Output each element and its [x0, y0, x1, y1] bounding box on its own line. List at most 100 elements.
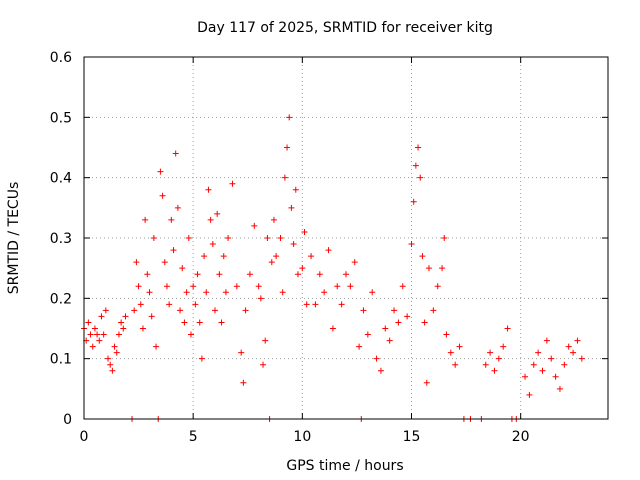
data-point [185, 235, 192, 241]
data-point [329, 325, 336, 332]
data-point [150, 235, 157, 241]
data-point [89, 343, 96, 350]
data-point [212, 307, 218, 314]
data-point [430, 307, 437, 314]
y-tick-label: 0.1 [50, 352, 72, 368]
data-point [187, 331, 194, 338]
data-point [373, 355, 380, 362]
data-point [174, 204, 181, 211]
data-point [190, 283, 197, 290]
data-point [299, 265, 306, 272]
y-tick-label: 0 [63, 412, 72, 428]
data-point [105, 355, 112, 362]
data-point [220, 253, 227, 260]
data-point [192, 301, 199, 308]
data-point [122, 313, 129, 320]
data-point [159, 192, 166, 199]
data-point [257, 295, 264, 302]
data-point [255, 283, 262, 290]
data-point [139, 325, 146, 332]
data-point [500, 343, 507, 350]
data-point [334, 283, 341, 290]
data-point [146, 289, 153, 296]
data-point [303, 301, 310, 308]
data-point [552, 373, 559, 380]
data-point [290, 241, 297, 248]
data-point [491, 367, 498, 374]
data-point [131, 307, 138, 314]
data-point [157, 168, 164, 175]
data-point [233, 283, 240, 290]
data-point [94, 331, 101, 338]
data-point [118, 319, 125, 326]
data-point [412, 162, 419, 169]
data-point [347, 283, 354, 290]
data-point [100, 331, 107, 338]
data-point [238, 349, 245, 356]
data-point [292, 186, 299, 193]
x-axis-label: GPS time / hours [286, 458, 403, 474]
axis-ticks: 0 5 10 15 20 0 0.1 0.2 0.3 0.4 0.5 0.6 [50, 50, 608, 445]
x-tick-label: 20 [512, 429, 530, 445]
data-point [548, 355, 555, 362]
data-point [530, 361, 537, 368]
y-axis-label: SRMTID / TECUs [6, 182, 22, 295]
data-point [316, 271, 323, 278]
y-tick-label: 0.2 [50, 291, 72, 307]
data-point [98, 313, 105, 320]
data-point [419, 253, 426, 260]
data-point [281, 174, 288, 181]
data-point [495, 355, 502, 362]
data-point [133, 259, 140, 266]
y-tick-label: 0.5 [50, 110, 72, 126]
data-point [456, 343, 463, 350]
data-point [434, 283, 441, 290]
data-point [565, 343, 572, 350]
data-point [181, 319, 188, 326]
data-point [270, 216, 277, 223]
data-point [364, 331, 371, 338]
data-point [102, 307, 109, 314]
data-point [148, 313, 155, 320]
data-point [201, 253, 208, 260]
x-tick-label: 5 [189, 429, 198, 445]
data-point [96, 337, 103, 344]
data-point [356, 343, 363, 350]
data-point [262, 337, 269, 344]
x-tick-label: 0 [80, 429, 89, 445]
data-point [386, 337, 393, 344]
data-point [251, 222, 258, 229]
data-point [137, 301, 144, 308]
data-point [369, 289, 376, 296]
data-point [415, 144, 422, 151]
data-point [229, 180, 236, 187]
data-point [161, 259, 168, 266]
data-point [382, 325, 389, 332]
data-point [351, 259, 358, 266]
data-point [205, 186, 212, 193]
data-point [377, 367, 384, 374]
data-point [421, 319, 428, 326]
data-point [163, 283, 170, 290]
data-point [556, 385, 563, 392]
data-point [214, 210, 221, 217]
x-tick-label: 10 [293, 429, 311, 445]
data-point [179, 265, 186, 272]
data-point [487, 349, 494, 356]
data-point [504, 325, 511, 332]
data-point [543, 337, 550, 344]
data-point [153, 343, 160, 350]
plot-frame [83, 56, 609, 420]
data-point [301, 228, 308, 235]
x-tick-label: 15 [403, 429, 421, 445]
data-point [264, 235, 271, 241]
data-point [321, 289, 328, 296]
data-point [360, 307, 367, 314]
data-point [111, 343, 118, 350]
data-point [177, 307, 184, 314]
data-point [183, 289, 190, 296]
data-point [218, 319, 225, 326]
data-point [172, 150, 179, 157]
data-point [417, 174, 424, 181]
